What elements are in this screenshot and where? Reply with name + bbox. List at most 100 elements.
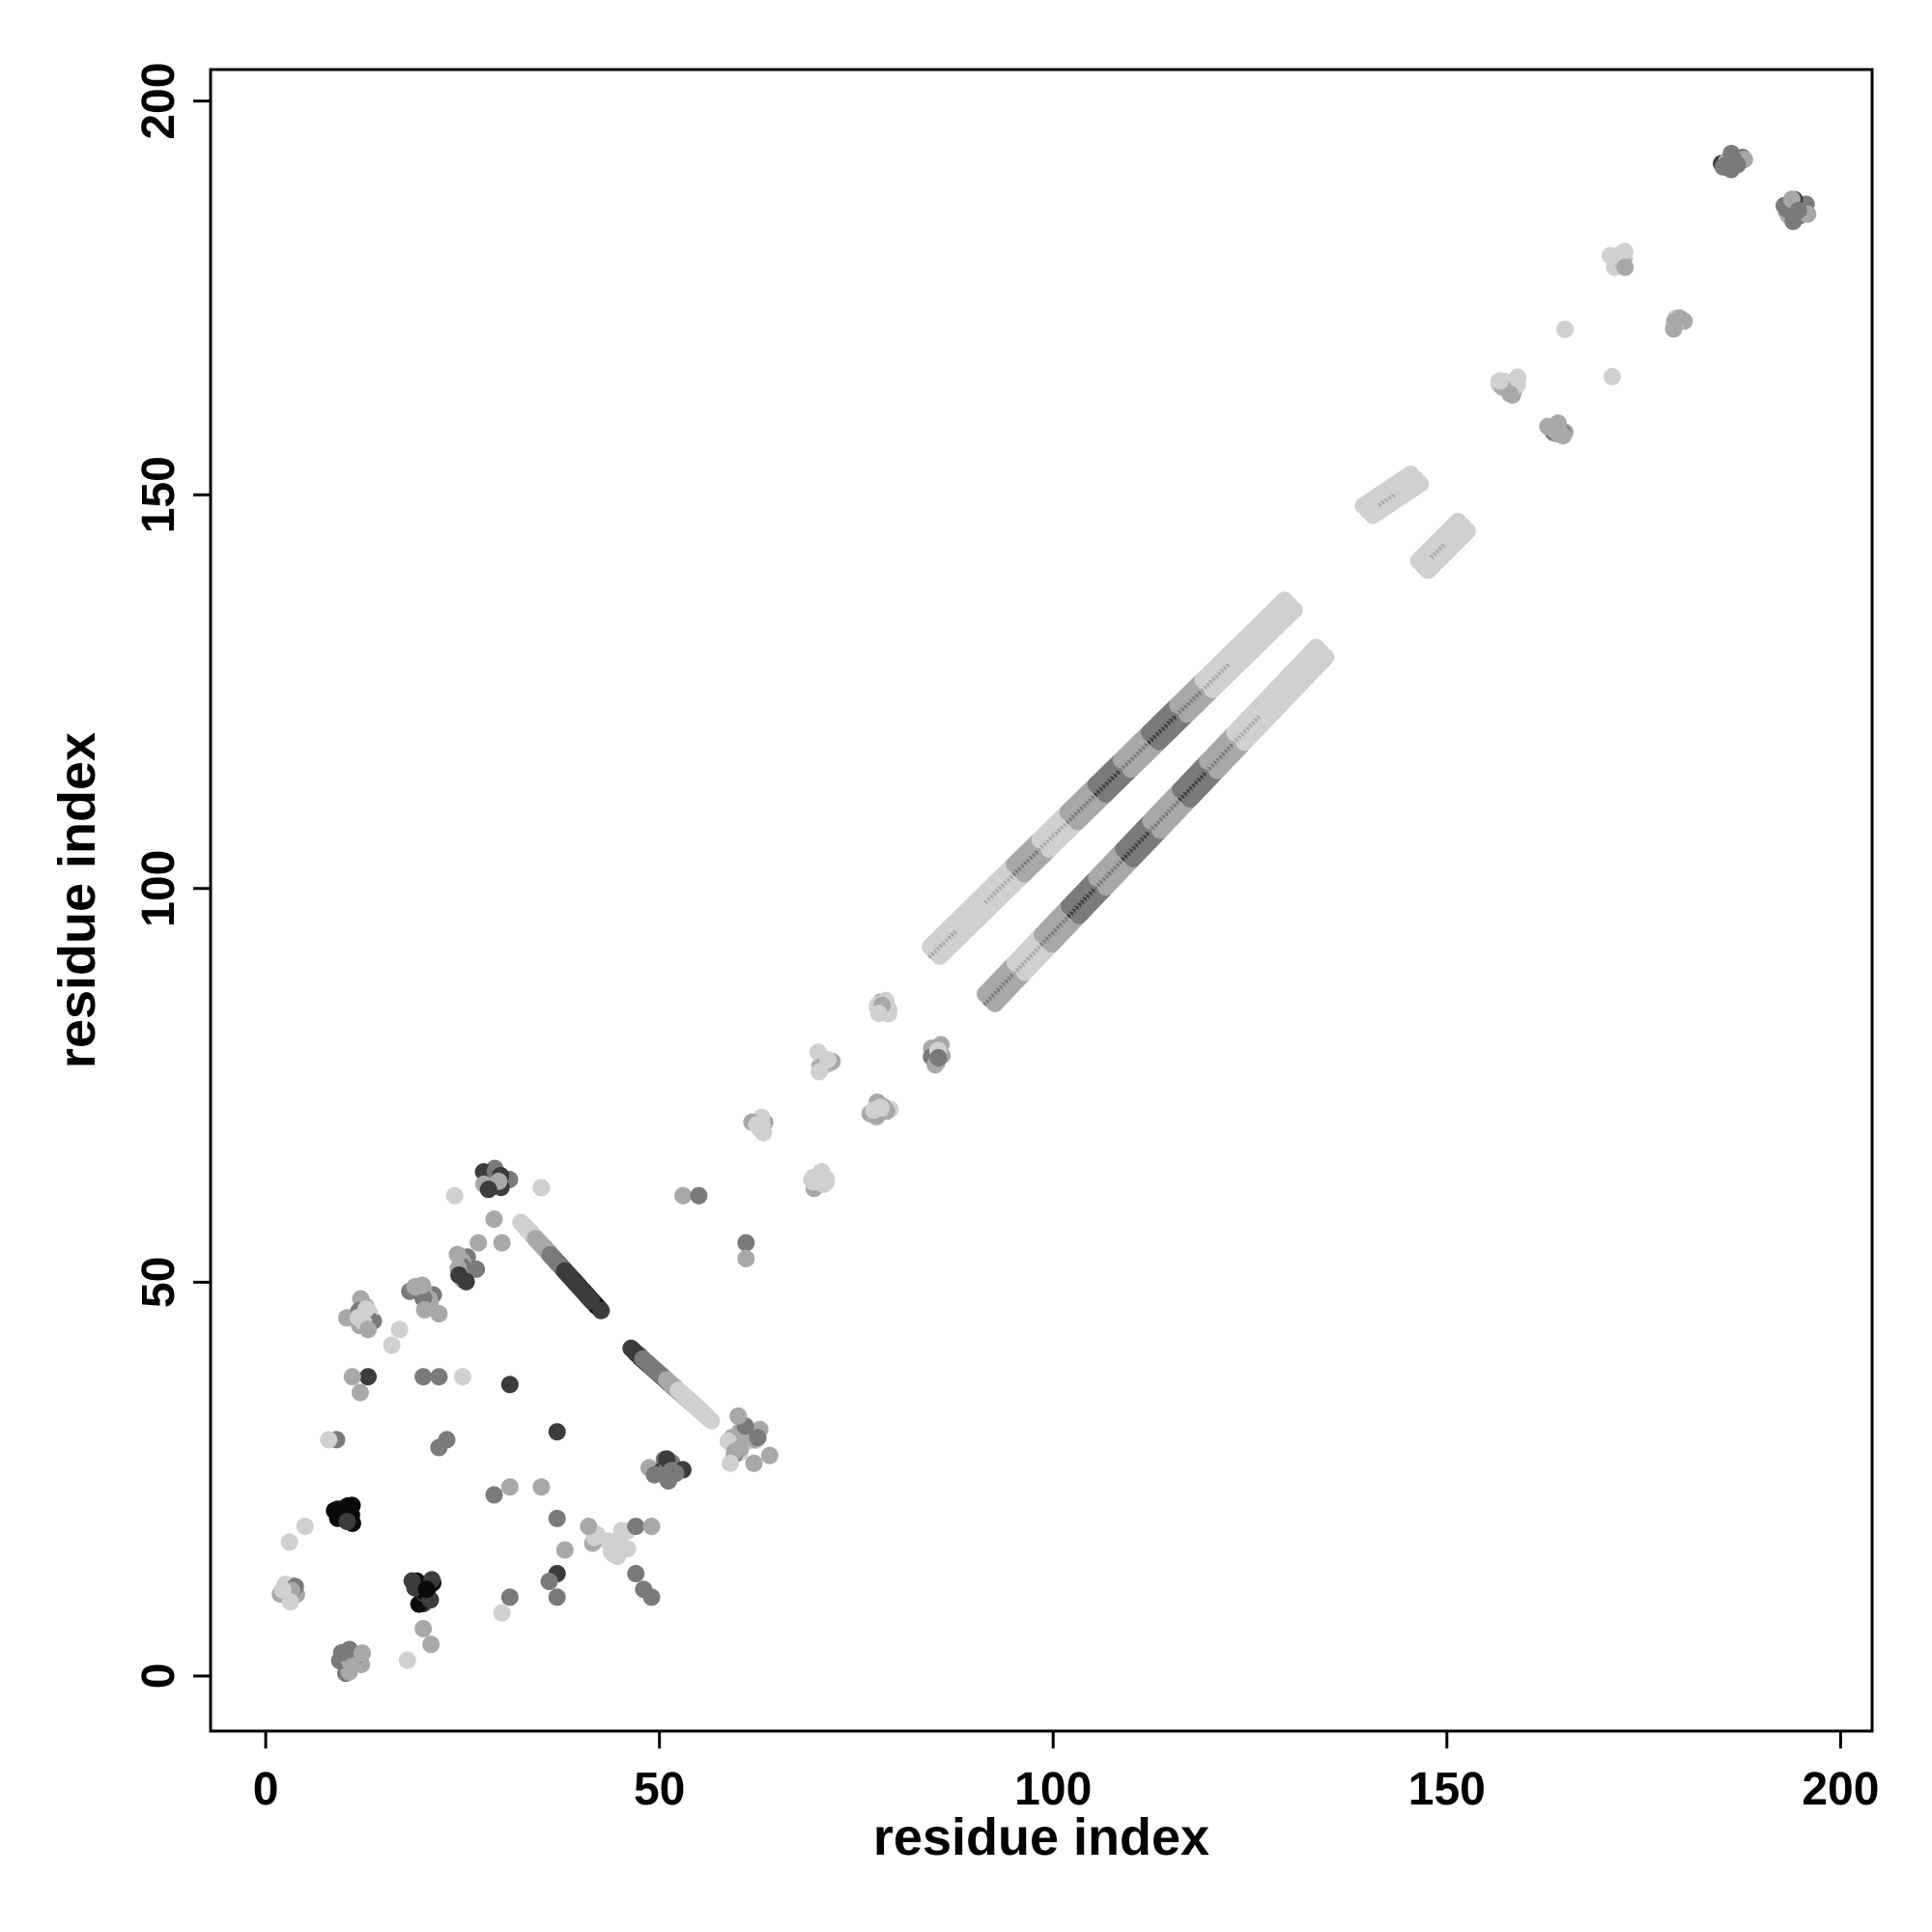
data-point	[1548, 418, 1566, 437]
data-point	[1491, 372, 1509, 390]
data-point	[540, 1573, 558, 1591]
data-point	[810, 1063, 829, 1081]
data-point	[354, 1644, 371, 1662]
data-point	[929, 1049, 948, 1066]
data-point	[500, 1478, 519, 1496]
data-point	[737, 1234, 755, 1252]
data-point	[430, 1305, 448, 1322]
data-point	[627, 1565, 645, 1582]
x-tick-label: 150	[1408, 1764, 1486, 1815]
data-point	[1722, 160, 1741, 179]
data-point	[729, 1406, 748, 1425]
data-point	[674, 1186, 693, 1205]
x-tick-label: 200	[1802, 1764, 1879, 1815]
data-point	[627, 1518, 645, 1536]
data-point	[485, 1210, 503, 1229]
data-point	[667, 1464, 685, 1483]
data-point	[548, 1509, 566, 1527]
data-point	[320, 1431, 338, 1449]
data-point	[415, 1300, 434, 1319]
data-point	[760, 1446, 779, 1464]
data-point	[737, 1249, 755, 1267]
x-tick-label: 0	[253, 1764, 279, 1815]
data-point	[332, 1644, 351, 1662]
data-point	[414, 1620, 433, 1637]
data-point	[722, 1454, 739, 1472]
data-point	[383, 1336, 401, 1354]
data-point	[693, 1403, 711, 1420]
data-point	[869, 1005, 888, 1023]
data-point	[430, 1438, 448, 1457]
data-point	[448, 1245, 467, 1264]
data-point	[413, 1276, 432, 1294]
data-point	[1501, 384, 1520, 403]
data-point	[351, 1383, 369, 1402]
data-point	[469, 1234, 488, 1252]
data-point	[359, 1368, 377, 1386]
data-point	[1666, 312, 1685, 330]
data-point	[872, 1098, 890, 1117]
data-point	[642, 1588, 661, 1606]
data-point	[500, 1376, 519, 1394]
data-points	[271, 144, 1817, 1683]
x-axis-label: residue index	[873, 1808, 1209, 1866]
data-point	[645, 1465, 664, 1484]
data-point	[417, 1580, 436, 1599]
x-tick-label: 100	[1014, 1764, 1092, 1815]
data-point	[548, 1588, 566, 1606]
data-point	[532, 1478, 551, 1496]
data-point	[1275, 591, 1293, 610]
data-point	[1789, 201, 1807, 219]
x-axis: 0 50 100 150 200	[253, 1731, 1879, 1815]
data-point	[1616, 258, 1634, 276]
data-point	[642, 1518, 661, 1536]
data-point	[422, 1635, 440, 1654]
data-point	[338, 1513, 356, 1530]
data-point	[532, 1179, 551, 1197]
data-point	[1604, 367, 1621, 385]
data-point	[485, 1486, 503, 1504]
data-point	[1307, 639, 1325, 657]
data-point	[500, 1588, 519, 1606]
y-tick-label: 100	[133, 850, 185, 927]
data-point	[555, 1541, 574, 1559]
data-point	[1556, 321, 1575, 338]
data-point	[296, 1518, 314, 1536]
data-point	[430, 1368, 448, 1386]
data-point	[359, 1321, 377, 1339]
y-tick-label: 200	[133, 63, 185, 140]
data-point	[753, 1116, 771, 1134]
plot-frame	[209, 68, 1874, 1733]
data-point	[548, 1423, 566, 1441]
y-tick-label: 50	[133, 1257, 185, 1308]
data-point	[453, 1368, 471, 1386]
data-point	[357, 1300, 376, 1319]
data-point	[445, 1186, 464, 1205]
data-point	[493, 1604, 511, 1622]
y-axis-label: residue index	[48, 732, 106, 1068]
data-point	[390, 1321, 409, 1339]
y-axis: 0 50 100 150 200	[133, 63, 211, 1690]
data-point	[281, 1593, 299, 1611]
data-point	[479, 1180, 497, 1199]
data-point	[280, 1533, 298, 1551]
data-point	[414, 1368, 433, 1386]
data-point	[813, 1168, 831, 1185]
data-point	[493, 1234, 511, 1252]
data-point	[580, 1518, 598, 1536]
data-point	[1449, 512, 1467, 530]
data-point	[343, 1368, 361, 1386]
data-point	[398, 1651, 416, 1669]
data-point	[690, 1186, 708, 1205]
data-point	[749, 1429, 767, 1447]
y-tick-label: 150	[133, 456, 185, 533]
data-point	[457, 1272, 475, 1291]
data-point	[582, 1292, 601, 1310]
data-point	[745, 1454, 763, 1472]
y-tick-label: 0	[133, 1663, 185, 1690]
x-tick-label: 50	[634, 1764, 685, 1815]
data-point	[608, 1534, 626, 1552]
data-point	[1402, 466, 1420, 483]
